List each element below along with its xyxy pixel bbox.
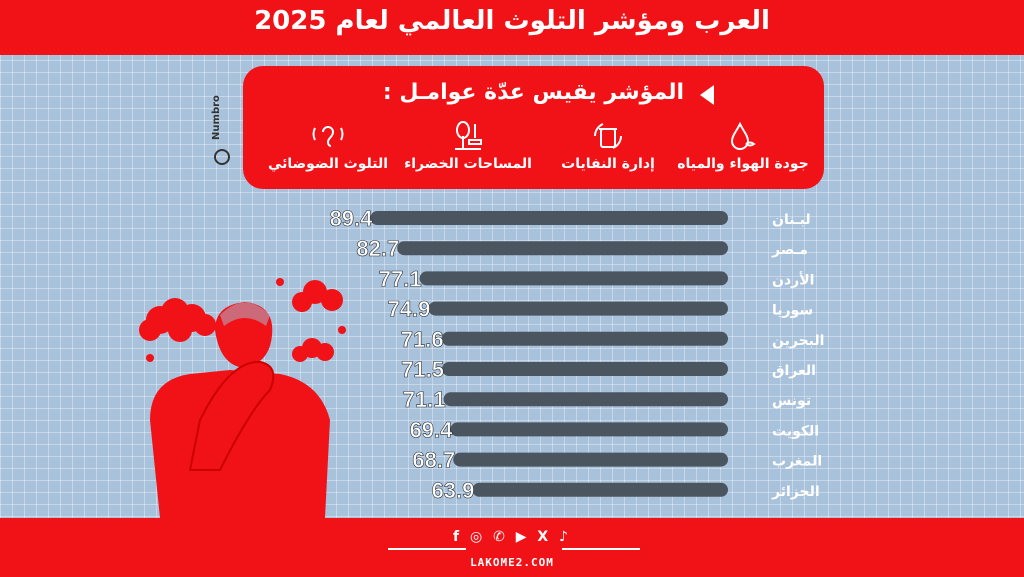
bar-0 xyxy=(370,211,728,225)
page-title: العرب ومؤشر التلوث العالمي لعام 2025 xyxy=(254,6,770,36)
factor-label: التلوث الضوضائي xyxy=(267,156,389,172)
park-tree-icon xyxy=(455,121,482,150)
social-icons[interactable]: f ◎ ✆ ▶ X ♪ xyxy=(453,529,571,545)
bar-value-label: 74.9 xyxy=(388,297,431,322)
factor-noise: التلوث الضوضائي xyxy=(258,120,398,172)
bar-value-label: 82.7 xyxy=(356,236,399,261)
bar-8 xyxy=(453,452,728,467)
bar-value-label: 89.4 xyxy=(330,206,374,231)
polluted-person-illustration xyxy=(139,278,346,518)
category-label: لبـنان xyxy=(772,212,811,228)
footer-divider-left xyxy=(388,548,466,550)
factor-label: إدارة النفايات xyxy=(561,156,655,172)
category-label: الكويت xyxy=(772,423,819,439)
factor-label: المساحات الخضراء xyxy=(404,156,532,172)
category-label: سوريا xyxy=(772,303,813,319)
water-air-icon xyxy=(730,121,756,150)
recycle-bin-icon xyxy=(594,123,622,149)
factor-green-spaces: المساحات الخضراء xyxy=(398,120,538,172)
factors-panel: المؤشر يقيس عدّة عوامـل : جودة الهواء وا… xyxy=(243,66,824,189)
factors-heading: المؤشر يقيس عدّة عوامـل : xyxy=(382,80,684,105)
category-label: المغرب xyxy=(772,454,822,470)
site-url-link[interactable]: LAKOME2.COM xyxy=(470,556,554,569)
bar-3 xyxy=(428,301,728,316)
bar-value-label: 69.4 xyxy=(410,417,454,442)
category-label: الأردن xyxy=(772,271,814,288)
ear-noise-icon xyxy=(312,126,344,147)
bar-6 xyxy=(443,392,728,407)
factor-label: جودة الهواء والمياه xyxy=(677,156,809,172)
footer-divider-right xyxy=(562,548,640,550)
bar-5 xyxy=(442,362,728,376)
bar-value-label: 71.6 xyxy=(401,327,444,352)
bar-value-label: 77.1 xyxy=(379,266,422,291)
category-label: العراق xyxy=(772,363,816,379)
bar-4 xyxy=(441,331,728,346)
bar-value-label: 71.5 xyxy=(401,357,444,382)
footer-bar xyxy=(0,518,1024,577)
factor-air-water: جودة الهواء والمياه xyxy=(673,120,813,172)
bar-value-label: 71.1 xyxy=(403,387,446,412)
bar-9 xyxy=(472,482,728,497)
bar-2 xyxy=(419,271,728,286)
arrow-icon xyxy=(700,85,714,105)
category-label: مـصر xyxy=(771,242,808,258)
category-label: تونس xyxy=(772,393,811,409)
globe-icon xyxy=(214,149,230,165)
header-bar xyxy=(0,0,1024,55)
category-label: البحرين xyxy=(772,333,824,349)
factor-waste: إدارة النفايات xyxy=(538,120,678,172)
bar-7 xyxy=(450,422,728,437)
bar-1 xyxy=(397,241,728,256)
bar-value-label: 68.7 xyxy=(412,448,455,473)
bar-value-label: 63.9 xyxy=(432,478,475,503)
smoke-clouds xyxy=(139,278,346,362)
category-label: الجزائر xyxy=(771,484,820,500)
